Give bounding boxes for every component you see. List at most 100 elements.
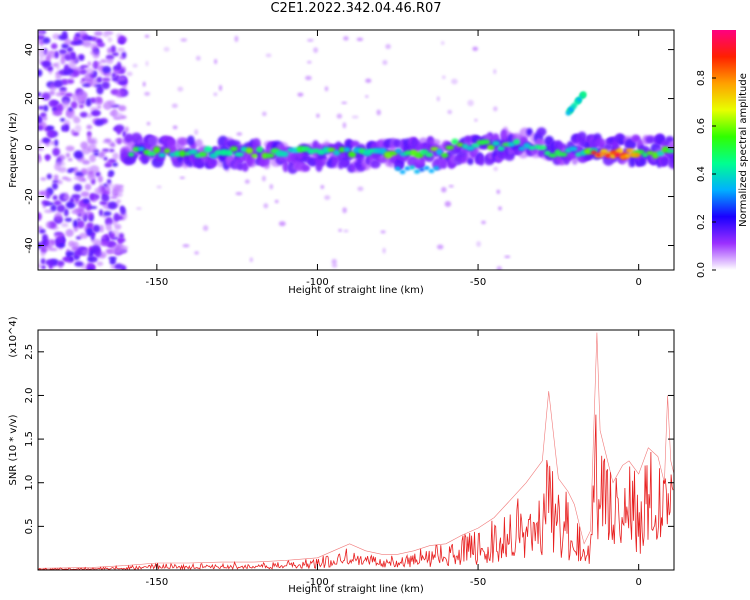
- y-tick-label: 2.0: [24, 388, 35, 404]
- heatmap-cell: [59, 87, 67, 91]
- heatmap-cell: [177, 137, 190, 146]
- heatmap-cell: [322, 146, 331, 154]
- heatmap-cell: [50, 141, 55, 145]
- heatmap-cell: [64, 217, 73, 222]
- heatmap-cell: [565, 110, 571, 116]
- heatmap-cell: [493, 69, 497, 75]
- heatmap-cell: [447, 109, 453, 115]
- heatmap-cell: [342, 207, 347, 214]
- heatmap-cell: [41, 116, 48, 121]
- heatmap-cell: [104, 217, 113, 226]
- heatmap-cell: [343, 147, 351, 153]
- heatmap-cell: [96, 85, 104, 95]
- heatmap-cell: [656, 150, 665, 157]
- heatmap-cell: [38, 92, 42, 97]
- heatmap-cell: [45, 221, 51, 229]
- heatmap-cell: [576, 97, 582, 103]
- heatmap-cell: [182, 244, 190, 248]
- heatmap-cell: [234, 35, 239, 43]
- snr-series: [38, 332, 674, 570]
- heatmap-cell: [38, 105, 45, 110]
- heatmap-cell: [52, 33, 61, 40]
- heatmap-cell: [68, 60, 77, 68]
- heatmap-cell: [101, 194, 110, 202]
- heatmap-cell: [382, 247, 386, 254]
- heatmap-cell: [117, 238, 123, 245]
- y-tick-label: 2.5: [24, 344, 35, 360]
- heatmap-cell: [558, 152, 568, 157]
- heatmap-cell: [590, 150, 597, 155]
- heatmap-cell: [98, 209, 104, 217]
- heatmap-cell: [256, 146, 264, 153]
- x-tick-label: -100: [306, 277, 329, 288]
- heatmap-cell: [54, 139, 59, 147]
- heatmap-cell: [448, 184, 454, 188]
- heatmap-cell: [234, 152, 244, 157]
- heatmap-cell: [87, 138, 96, 145]
- heatmap-cell: [163, 46, 170, 52]
- heatmap-cell: [336, 113, 343, 119]
- heatmap-cell: [65, 152, 71, 158]
- heatmap-cell: [48, 99, 58, 108]
- heatmap-cell: [73, 116, 81, 124]
- colorbar-tick-label: 0.4: [696, 166, 707, 182]
- heatmap-cell: [65, 228, 74, 237]
- heatmap-cell: [57, 242, 66, 248]
- heatmap-cell: [74, 124, 82, 133]
- heatmap-cell: [106, 47, 112, 54]
- y-tick-label: 1.5: [24, 431, 35, 447]
- heatmap-cell: [54, 212, 63, 221]
- heatmap-cell: [64, 54, 73, 61]
- heatmap-cell: [103, 156, 108, 161]
- snr-x-axis-label: Height of straight line (km): [288, 584, 424, 595]
- colorbar-tick-label: 0.2: [696, 214, 707, 230]
- heatmap-cell: [85, 97, 92, 107]
- heatmap-cell: [107, 201, 118, 210]
- heatmap-cell: [116, 199, 121, 203]
- heatmap-cell: [571, 103, 577, 109]
- heatmap-cell: [53, 174, 59, 181]
- heatmap-cell: [498, 206, 502, 211]
- heatmap-cell: [63, 208, 69, 217]
- heatmap-cell: [263, 203, 269, 209]
- heatmap-cell: [45, 259, 55, 266]
- heatmap-cell: [40, 258, 46, 265]
- heatmap-cell: [68, 256, 74, 262]
- spectrogram-y-axis-label: Frequency (Hz): [8, 112, 19, 188]
- heatmap-cell: [376, 109, 381, 116]
- heatmap-cell: [50, 43, 58, 50]
- heatmap-cell: [111, 52, 120, 57]
- heatmap-cell: [307, 60, 312, 64]
- heatmap-cell: [77, 67, 83, 72]
- heatmap-cell: [99, 200, 107, 206]
- heatmap-cell: [73, 150, 84, 159]
- heatmap-cell: [436, 148, 443, 156]
- heatmap-cell: [78, 54, 85, 61]
- heatmap-cell: [110, 257, 116, 262]
- heatmap-cell: [132, 146, 140, 152]
- heatmap-cell: [61, 176, 69, 180]
- heatmap-cell: [177, 86, 184, 92]
- heatmap-cell: [156, 185, 162, 189]
- heatmap-cell: [430, 146, 439, 151]
- heatmap-cell: [629, 152, 636, 157]
- heatmap-cell: [147, 135, 159, 147]
- heatmap-cell: [610, 154, 616, 159]
- heatmap-cell: [64, 92, 74, 98]
- x-tick-label: -50: [470, 277, 486, 288]
- heatmap-cell: [481, 139, 491, 145]
- heatmap-cell: [73, 35, 79, 42]
- snr-background: [38, 330, 674, 570]
- heatmap-cell: [395, 148, 402, 154]
- heatmap-cell: [351, 115, 359, 119]
- heatmap-cell: [146, 121, 151, 126]
- heatmap-cell: [261, 111, 267, 117]
- heatmap-cell: [382, 59, 388, 66]
- heatmap-cell: [324, 195, 331, 200]
- heatmap-cell: [38, 30, 44, 37]
- heatmap-cell: [94, 31, 103, 37]
- heatmap-cell: [646, 150, 654, 156]
- snr-panel: -150 -100 -50 0 0.5 1.0 1.5 2.0 2.5 Height of st…: [8, 316, 675, 595]
- heatmap-cell: [54, 50, 59, 59]
- heatmap-cell: [53, 79, 64, 88]
